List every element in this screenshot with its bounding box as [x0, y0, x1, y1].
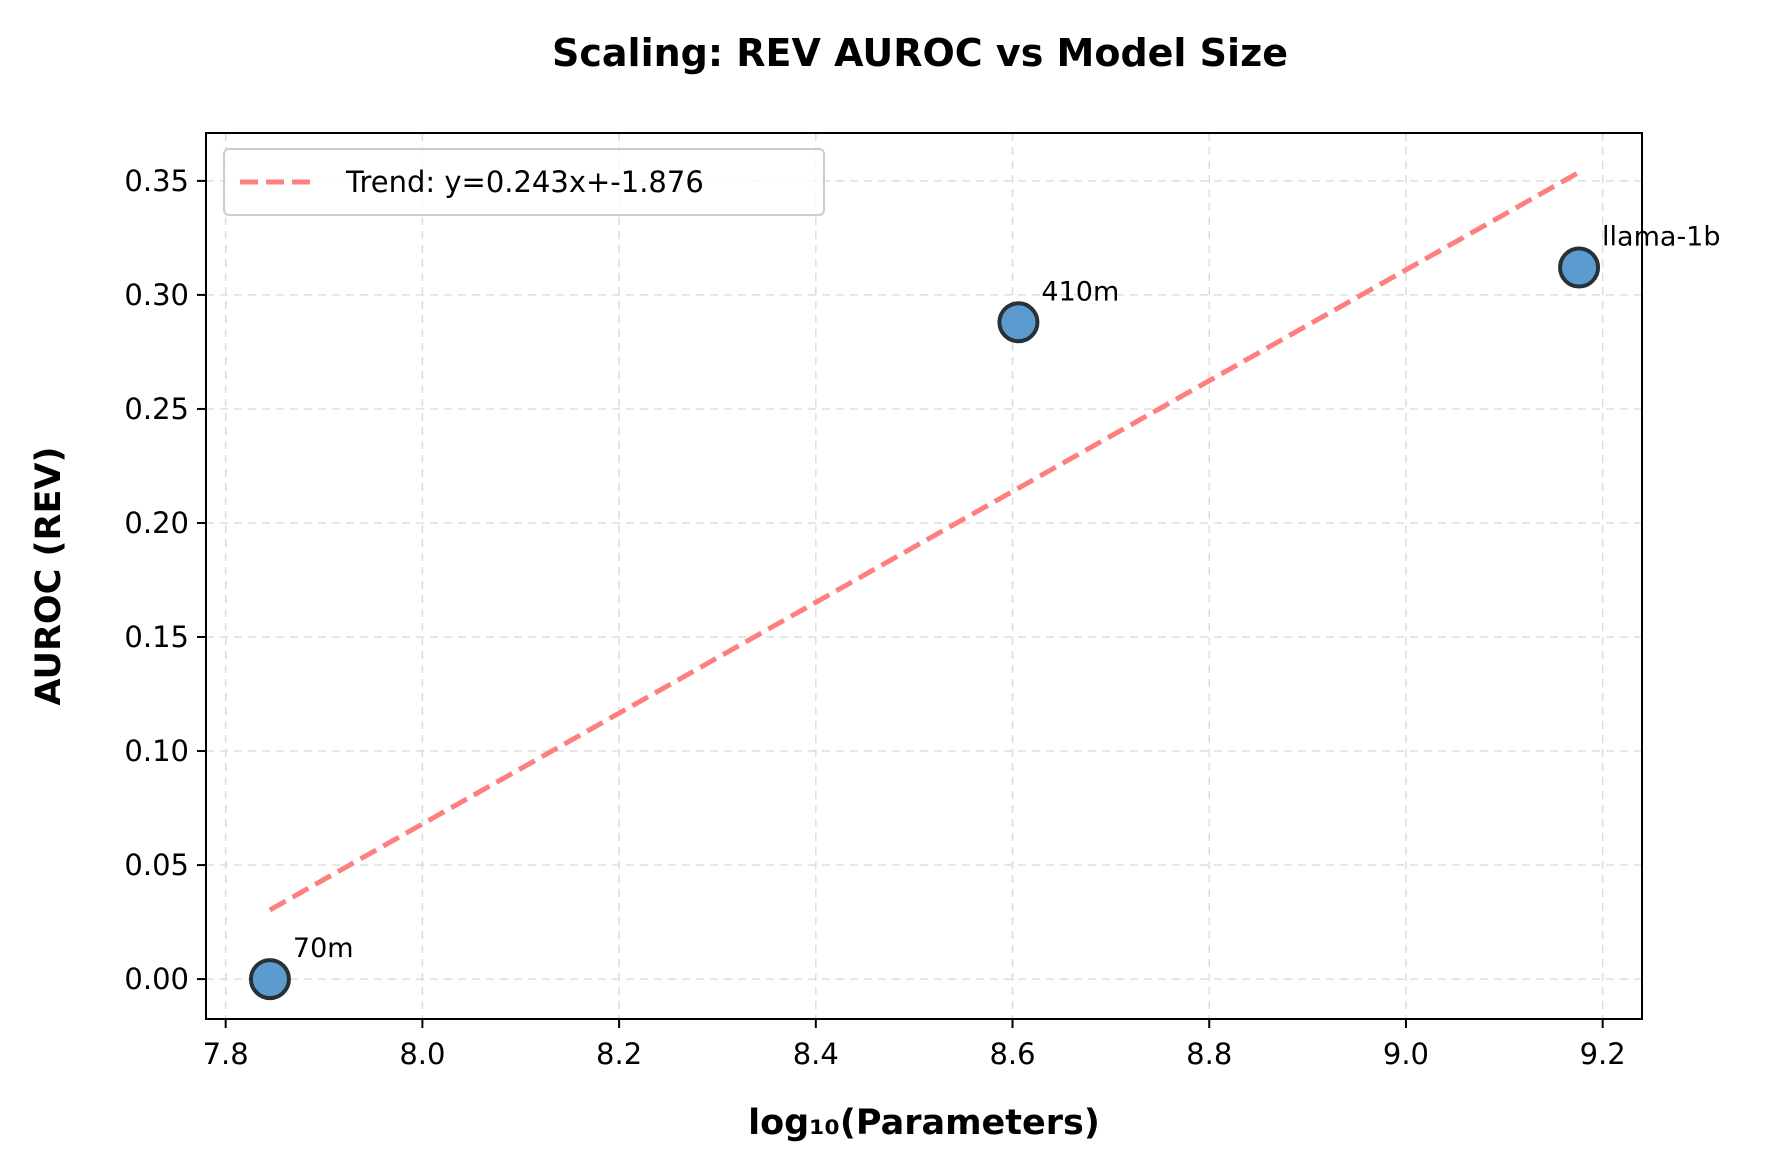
- x-tick-label: 8.8: [1186, 1037, 1232, 1071]
- y-tick-label: 0.00: [124, 962, 189, 996]
- legend: Trend: y=0.243x+-1.876: [223, 148, 825, 216]
- point-label: llama-1b: [1602, 222, 1720, 253]
- data-point: [997, 301, 1040, 344]
- legend-box: [223, 148, 825, 216]
- y-axis-ticks: 0.00 0.05 0.10 0.15 0.20 0.25 0.30 0.35: [124, 164, 206, 996]
- x-tick-label: 8.4: [793, 1037, 839, 1071]
- y-tick-label: 0.10: [124, 734, 189, 768]
- x-axis-ticks: 7.8 8.0 8.2 8.4 8.6 8.8 9.0 9.2: [203, 1019, 1626, 1071]
- y-axis-label: AUROC (REV): [29, 447, 69, 706]
- point-label: 410m: [1041, 276, 1119, 307]
- y-tick-label: 0.25: [124, 392, 189, 426]
- points-layer: 70m 410m llama-1b: [248, 222, 1721, 1001]
- y-tick-label: 0.35: [124, 164, 189, 198]
- chart-title: Scaling: REV AUROC vs Model Size: [552, 31, 1288, 75]
- y-tick-label: 0.30: [124, 278, 189, 312]
- x-tick-label: 8.2: [596, 1037, 642, 1071]
- y-tick-label: 0.05: [124, 848, 189, 882]
- x-tick-label: 9.2: [1580, 1037, 1626, 1071]
- data-point: [248, 958, 291, 1001]
- trend-line: [268, 170, 1581, 913]
- x-tick-label: 8.0: [399, 1037, 445, 1071]
- data-point: [1558, 246, 1601, 289]
- trend-layer: [268, 170, 1581, 913]
- legend-trend-label: Trend: y=0.243x+-1.876: [345, 165, 704, 199]
- x-tick-label: 7.8: [203, 1037, 249, 1071]
- grid-lines: [206, 133, 1642, 1019]
- y-tick-label: 0.20: [124, 506, 189, 540]
- y-tick-label: 0.15: [124, 620, 189, 654]
- x-tick-label: 9.0: [1383, 1037, 1429, 1071]
- x-axis-label: log₁₀(Parameters): [748, 1103, 1100, 1143]
- point-label: 70m: [293, 933, 354, 964]
- plot-frame: [205, 132, 1643, 1020]
- x-tick-label: 8.6: [989, 1037, 1035, 1071]
